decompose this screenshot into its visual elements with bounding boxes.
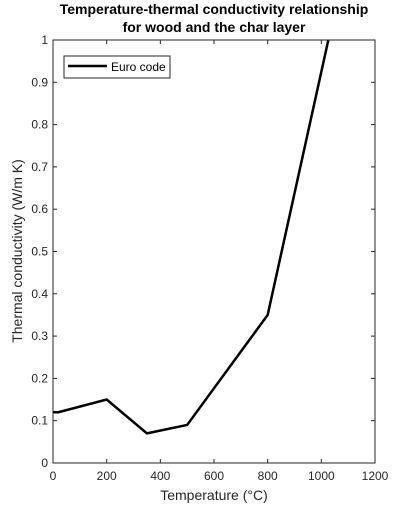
legend: Euro code	[63, 55, 171, 79]
y-tick-label: 0.7	[31, 160, 48, 174]
y-tick-label: 1	[41, 33, 48, 47]
y-tick-label: 0.2	[31, 371, 48, 385]
legend-label-euro-code: Euro code	[111, 60, 166, 74]
axis-ticks: 0 200 400 600 800 1000 1200 0 0.1 0.2 0.3 0.4 0.5 0.6…	[31, 33, 388, 483]
y-tick-label: 0.3	[31, 329, 48, 343]
y-tick-label: 0	[41, 456, 48, 470]
legend-box	[63, 55, 171, 79]
y-tick-label: 0.9	[31, 75, 48, 89]
x-tick-label: 800	[258, 469, 278, 483]
y-tick-label: 0.6	[31, 202, 48, 216]
chart-subtitle: for wood and the char layer	[123, 19, 306, 35]
y-axis-label: Thermal conductivity (W/m K)	[9, 159, 25, 343]
plot-frame	[52, 39, 376, 464]
x-tick-label: 600	[204, 469, 224, 483]
y-tick-label: 0.5	[31, 245, 48, 259]
y-tick-label: 0.4	[31, 287, 48, 301]
x-tick-label: 1200	[362, 469, 389, 483]
x-axis-label: Temperature (°C)	[160, 487, 268, 503]
y-tick-label: 0.1	[31, 414, 48, 428]
series-layer	[53, 40, 330, 435]
x-tick-label: 400	[150, 469, 170, 483]
x-tick-label: 200	[97, 469, 117, 483]
series-line-euro-code	[53, 40, 330, 435]
chart-title: Temperature-thermal conductivity relatio…	[60, 1, 369, 17]
x-tick-label: 1000	[308, 469, 335, 483]
y-tick-label: 0.8	[31, 118, 48, 132]
x-tick-label: 0	[50, 469, 57, 483]
